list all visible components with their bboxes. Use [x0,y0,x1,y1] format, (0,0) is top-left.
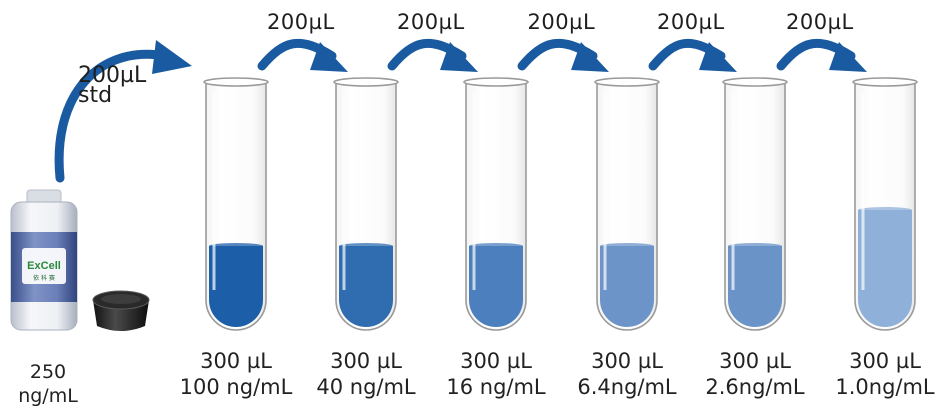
tube-meniscus [728,243,782,249]
test-tube-2 [333,77,399,331]
arrow-head-icon [571,42,609,72]
tube-liquid [728,246,782,327]
arrow-head-icon [699,42,737,72]
tube-caption-6: 300 µL 1.0ng/mL [810,348,952,400]
transfer-volume-label: 200µL [527,10,596,34]
tube-meniscus [600,243,654,249]
tube-volume: 300 µL [200,349,272,373]
tube-rim [333,77,399,87]
arrow-transfer-5 [776,38,867,72]
tube-rim [594,77,660,87]
bottle-cap-icon [92,290,150,331]
bottle-brand-cn-logo: 依 科 赛 [33,274,55,282]
tube-liquid [600,246,654,327]
arrow-head-icon [152,40,192,74]
tube-liquid [858,210,912,327]
tube-outline [724,82,786,331]
tube-rim [463,77,529,87]
tube-meniscus [469,243,523,249]
tube-rim [722,77,788,87]
tube-outline [854,82,916,331]
tube-outline [335,82,397,331]
tube-rim [852,77,918,87]
test-tube-1 [203,77,269,331]
tube-concentration: 16 ng/mL [446,375,546,399]
arrow-head-icon [310,42,348,72]
tube-volume: 300 µL [591,349,663,373]
reagent-bottle-icon: ExCell 依 科 赛 [10,189,78,331]
tube-volume: 300 µL [719,349,791,373]
tube-caption-2: 300 µL 40 ng/mL [291,348,441,400]
tube-meniscus [858,207,912,213]
tube-concentration: 2.6ng/mL [705,375,805,399]
tube-volume: 300 µL [330,349,402,373]
tube-concentration: 40 ng/mL [316,375,416,399]
arrow-transfer-1 [257,38,348,72]
arrow-transfer-2 [387,38,478,72]
tube-concentration: 100 ng/mL [179,375,293,399]
tube-rim [203,77,269,87]
test-tube-3 [463,77,529,331]
tube-liquid [339,246,393,327]
tube-concentration: 6.4ng/mL [577,375,677,399]
tube-caption-5: 300 µL 2.6ng/mL [680,348,830,400]
test-tube-6 [852,77,918,331]
arrow-stock-to-tube-1 [54,40,192,183]
bottle-brand-logo: ExCell [27,260,61,272]
stock-concentration: 250 ng/mL [8,360,88,408]
tube-caption-1: 300 µL 100 ng/mL [161,348,311,400]
arrow-head-icon [829,42,867,72]
transfer-volume-label: 200µL [786,10,854,34]
arrow-head-icon [440,42,478,72]
transfer-volume-label: 200µL [657,10,725,34]
tube-outline [596,82,658,331]
test-tube-4 [594,77,660,331]
stock-transfer-label: 200µL std [78,63,147,108]
tube-volume: 300 µL [849,349,921,373]
stock-concentration-value: 250 [29,361,67,383]
test-tube-5 [722,77,788,331]
tube-outline [205,82,267,331]
tube-caption-4: 300 µL 6.4ng/mL [552,348,702,400]
transfer-volume-label: 200µL [267,10,335,34]
stock-concentration-unit: ng/mL [18,385,78,407]
tube-meniscus [209,243,263,249]
tube-volume: 300 µL [460,349,532,373]
tube-liquid [209,246,263,327]
arrow-transfer-4 [648,38,737,72]
tube-outline [465,82,527,331]
curved-arrow-icon [54,49,171,183]
transfer-volume-label: 200µL [397,10,465,34]
tube-caption-3: 300 µL 16 ng/mL [421,348,571,400]
tube-meniscus [339,243,393,249]
tube-concentration: 1.0ng/mL [835,375,935,399]
tube-liquid [469,246,523,327]
arrow-transfer-3 [517,38,609,72]
